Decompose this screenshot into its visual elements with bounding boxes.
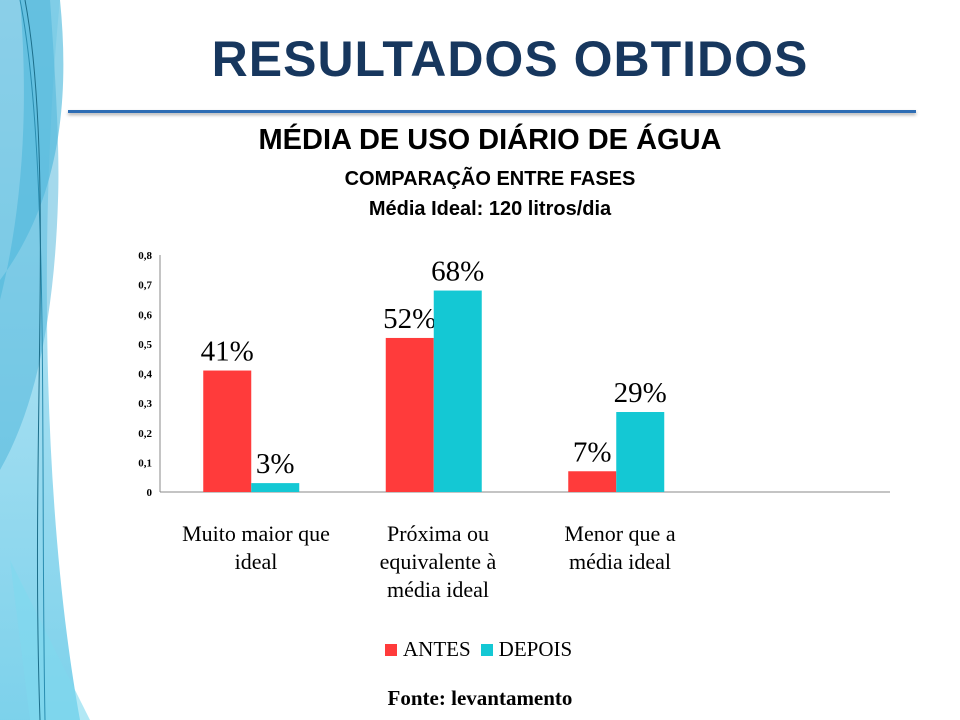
y-tick-label: 0,4	[138, 369, 152, 381]
category-label: Próxima ou equivalente à média ideal	[379, 521, 497, 602]
data-label: 41%	[201, 336, 254, 368]
decorative-waves	[0, 0, 90, 720]
title-divider	[68, 110, 916, 113]
legend-item-depois: DEPOIS	[480, 637, 573, 662]
y-tick-label: 0,3	[138, 398, 152, 410]
legend-swatch	[385, 644, 397, 656]
legend-label: DEPOIS	[498, 637, 573, 661]
chart-subtitle: COMPARAÇÃO ENTRE FASES	[344, 168, 636, 190]
data-label: 3%	[256, 448, 295, 480]
chart-title: MÉDIA DE USO DIÁRIO DE ÁGUA	[258, 124, 722, 156]
page-title: RESULTADOS OBTIDOS	[211, 31, 809, 87]
data-label: 29%	[614, 377, 667, 409]
y-tick-label: 0,8	[138, 250, 152, 262]
y-tick-label: 0,1	[138, 457, 152, 469]
data-label: 68%	[431, 256, 484, 288]
y-tick-label: 0,2	[138, 428, 152, 440]
bar-depois	[433, 290, 482, 492]
legend: ANTES DEPOIS	[385, 637, 572, 662]
bar-antes	[385, 337, 434, 492]
chart-subtitle-ideal: Média Ideal: 120 litros/dia	[368, 198, 612, 220]
y-tick-label: 0,7	[138, 280, 152, 292]
bar-antes	[203, 370, 252, 492]
bar-depois	[251, 483, 300, 492]
category-label: Muito maior que ideal	[182, 521, 330, 574]
bar-depois	[616, 412, 665, 492]
legend-label: ANTES	[403, 637, 471, 661]
y-tick-label: 0,6	[138, 309, 152, 321]
data-label: 7%	[573, 436, 612, 468]
source-note: Fonte: levantamento	[387, 686, 573, 710]
y-tick-label: 0	[147, 487, 153, 499]
data-label: 52%	[383, 303, 436, 335]
bar-antes	[568, 471, 617, 492]
legend-item-antes: ANTES	[385, 637, 471, 662]
y-tick-label: 0,5	[138, 339, 152, 351]
legend-swatch	[480, 644, 493, 656]
category-label: Menor que a média ideal	[564, 521, 676, 574]
